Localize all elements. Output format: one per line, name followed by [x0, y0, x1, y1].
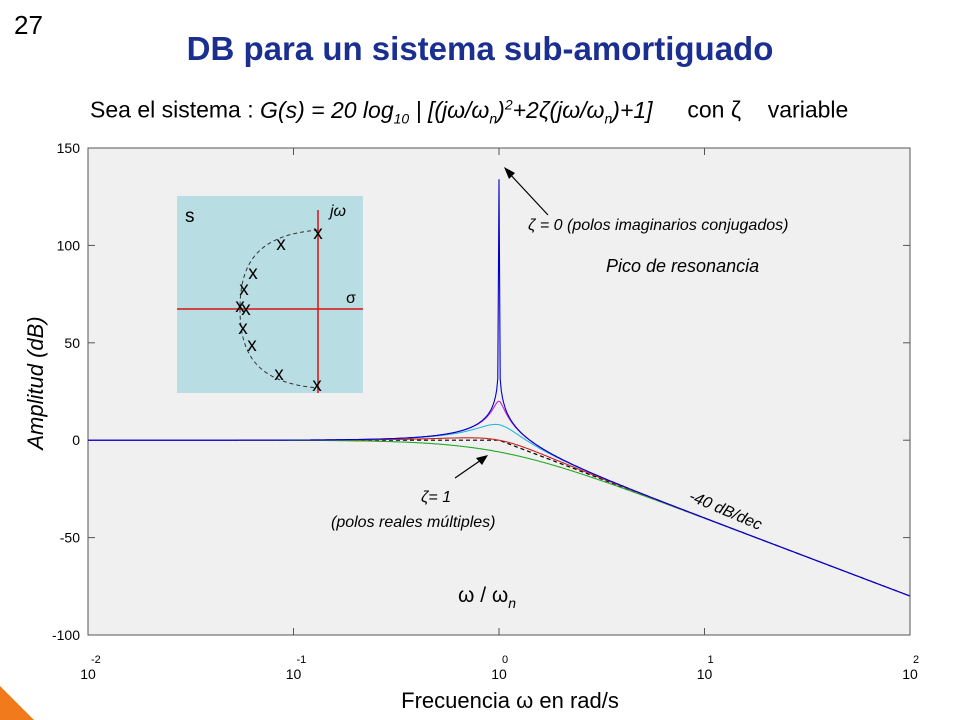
zeta1-label: ζ= 1: [421, 489, 451, 506]
y-tick-labels: 150 100 50 0 -50 -100: [52, 140, 80, 643]
inset-sigma-label: σ: [346, 290, 356, 307]
x-tick-exponent: 1: [708, 654, 714, 666]
pole-marker: x: [276, 234, 286, 255]
x-tick-exponent: -2: [91, 654, 101, 666]
pole-marker: x: [239, 279, 249, 300]
intro-variable: variable: [767, 96, 849, 123]
response-curve: [88, 179, 911, 597]
y-tick-label: -50: [60, 530, 80, 546]
zeta0-arrow: [507, 171, 549, 216]
slide-title: DB para un sistema sub-amortiguado: [186, 30, 774, 67]
x-axis-title: Frecuencia ω en rad/s: [401, 688, 619, 713]
inner-x-label: ω / ωn: [458, 584, 516, 611]
pole-marker: x: [274, 364, 284, 385]
intro-con: con: [687, 96, 725, 123]
y-tick-label: -100: [52, 627, 80, 643]
response-curves: [88, 179, 911, 597]
intro-prefix: Sea el sistema :: [90, 96, 254, 123]
y-axis-title: Amplitud (dB): [23, 316, 48, 450]
inset-s-label: s: [185, 206, 195, 227]
resonance-label: Pico de resonancia: [606, 256, 759, 276]
x-tick-label: 10: [902, 666, 918, 682]
x-tick-label: 10: [286, 666, 302, 682]
zeta1-sublabel: (polos reales múltiples): [331, 514, 496, 531]
inset-jw-label: jω: [328, 203, 346, 220]
intro-zeta: ζ: [730, 96, 741, 123]
x-tick-exponent: -1: [297, 654, 307, 666]
y-tick-label: 0: [72, 432, 80, 448]
x-tick-label: 10: [80, 666, 96, 682]
zeta0-label: ζ = 0 (polos imaginarios conjugados): [528, 217, 788, 234]
inset-root-locus: [239, 229, 319, 389]
zeta0-arrowhead: [504, 167, 515, 179]
transfer-formula: G(s) = 20 log10 | [(jω/ωn)2+2ζ(jω/ωn)+1]: [260, 96, 653, 127]
corner-decoration: [0, 686, 34, 720]
pole-marker: x: [313, 223, 323, 244]
pole-marker: x: [241, 299, 251, 320]
x-tick-exponent: 2: [913, 654, 919, 666]
zeta1-arrowhead: [476, 455, 488, 465]
x-tick-label: 10: [491, 666, 507, 682]
pole-marker: x: [235, 296, 245, 317]
pole-marker: x: [312, 375, 322, 396]
x-tick-label: 10: [697, 666, 713, 682]
slide-number: 27: [14, 10, 43, 40]
y-tick-label: 50: [64, 335, 80, 351]
y-tick-label: 100: [57, 237, 81, 253]
system-definition: Sea el sistema : G(s) = 20 log10 | [(jω/…: [90, 96, 848, 126]
x-tick-exponent: 0: [502, 654, 508, 666]
pole-marker: x: [247, 335, 257, 356]
pole-marker: x: [238, 318, 248, 339]
inset-background: [177, 196, 363, 393]
pole-marker: x: [248, 263, 258, 284]
y-tick-label: 150: [57, 140, 81, 156]
